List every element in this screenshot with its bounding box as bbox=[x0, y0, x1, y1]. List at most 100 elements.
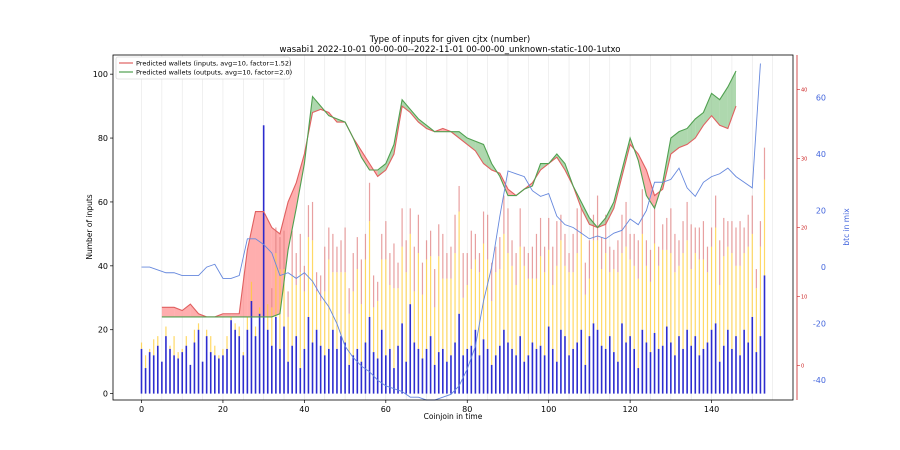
bar bbox=[189, 364, 192, 394]
bar bbox=[148, 352, 151, 394]
bar bbox=[544, 272, 546, 356]
bar bbox=[319, 345, 322, 394]
bar bbox=[226, 348, 228, 394]
bar bbox=[356, 269, 358, 349]
fill-area bbox=[654, 182, 663, 209]
bar bbox=[694, 336, 697, 394]
bar bbox=[360, 361, 363, 394]
bar bbox=[511, 265, 513, 349]
bar bbox=[266, 329, 269, 394]
bar bbox=[580, 233, 582, 330]
bar bbox=[649, 249, 652, 282]
bar bbox=[474, 233, 476, 260]
bar bbox=[661, 345, 664, 394]
x-tick-label: 100 bbox=[541, 405, 556, 414]
bar bbox=[698, 259, 700, 356]
bar bbox=[735, 336, 737, 394]
y3-tick-label: 0 bbox=[801, 364, 804, 370]
bar bbox=[482, 339, 485, 394]
bar bbox=[283, 326, 285, 394]
bar bbox=[197, 323, 200, 330]
bar bbox=[678, 336, 680, 394]
bar bbox=[417, 253, 419, 349]
bar bbox=[596, 195, 599, 241]
bar bbox=[511, 240, 513, 266]
bar bbox=[723, 256, 725, 346]
bar bbox=[344, 272, 346, 343]
bar bbox=[307, 316, 310, 394]
bar bbox=[629, 233, 631, 260]
bar bbox=[478, 253, 481, 273]
y-tick-label: 60 bbox=[98, 198, 108, 207]
bar bbox=[759, 221, 762, 247]
bar bbox=[161, 361, 163, 394]
bar bbox=[385, 259, 387, 356]
bar bbox=[495, 272, 497, 356]
bar bbox=[258, 313, 261, 394]
fill-area bbox=[263, 211, 272, 317]
bar bbox=[686, 240, 688, 330]
bar bbox=[670, 208, 672, 254]
x-tick-label: 40 bbox=[299, 405, 309, 414]
bar bbox=[348, 364, 350, 394]
bar bbox=[548, 249, 550, 327]
bar bbox=[413, 342, 416, 394]
fill-area bbox=[255, 211, 264, 317]
bar bbox=[430, 256, 432, 337]
bar bbox=[336, 272, 338, 349]
legend-label-outputs: Predicted wallets (outputs, avg=10, fact… bbox=[136, 69, 292, 77]
bar bbox=[429, 336, 432, 394]
bar bbox=[637, 278, 639, 369]
bar bbox=[462, 253, 464, 298]
bar bbox=[295, 336, 298, 394]
bar bbox=[584, 294, 586, 365]
bar bbox=[393, 243, 395, 289]
bar bbox=[653, 332, 656, 394]
bar bbox=[572, 348, 574, 394]
bar bbox=[279, 348, 281, 394]
bar bbox=[670, 342, 672, 394]
bar bbox=[246, 316, 248, 330]
bar bbox=[722, 345, 725, 394]
bar bbox=[547, 326, 550, 394]
bar bbox=[686, 329, 688, 394]
bar bbox=[763, 147, 766, 180]
bar bbox=[482, 243, 485, 340]
bar bbox=[185, 345, 188, 394]
bar bbox=[209, 352, 212, 394]
bar bbox=[433, 364, 436, 394]
bar bbox=[568, 272, 570, 356]
bar bbox=[710, 227, 713, 247]
bar bbox=[344, 342, 346, 394]
x-tick-label: 140 bbox=[704, 405, 719, 414]
bar bbox=[348, 288, 350, 314]
y-tick-label: 100 bbox=[93, 70, 108, 79]
bar bbox=[421, 294, 424, 359]
bar bbox=[421, 358, 424, 394]
bar bbox=[173, 355, 175, 394]
y3-tick-label: 40 bbox=[801, 88, 807, 94]
bar bbox=[287, 361, 289, 394]
y-tick-label: 0 bbox=[103, 390, 108, 399]
bar bbox=[556, 265, 558, 362]
bar bbox=[609, 246, 611, 273]
bar bbox=[454, 253, 456, 343]
bar bbox=[666, 249, 668, 327]
bar bbox=[332, 233, 334, 273]
bar bbox=[442, 278, 444, 349]
bar bbox=[417, 348, 420, 394]
bar bbox=[499, 269, 501, 346]
bar bbox=[596, 240, 599, 330]
bar bbox=[364, 233, 367, 260]
bar bbox=[437, 352, 440, 394]
bar bbox=[604, 348, 607, 394]
bar bbox=[218, 355, 220, 359]
chart-title: Type of inputs for given cjtx (number) bbox=[369, 35, 531, 45]
fill-area bbox=[418, 118, 427, 129]
bar bbox=[580, 208, 582, 234]
bar bbox=[303, 291, 305, 349]
bar bbox=[482, 211, 485, 244]
bar bbox=[674, 272, 676, 356]
bar bbox=[271, 288, 273, 308]
